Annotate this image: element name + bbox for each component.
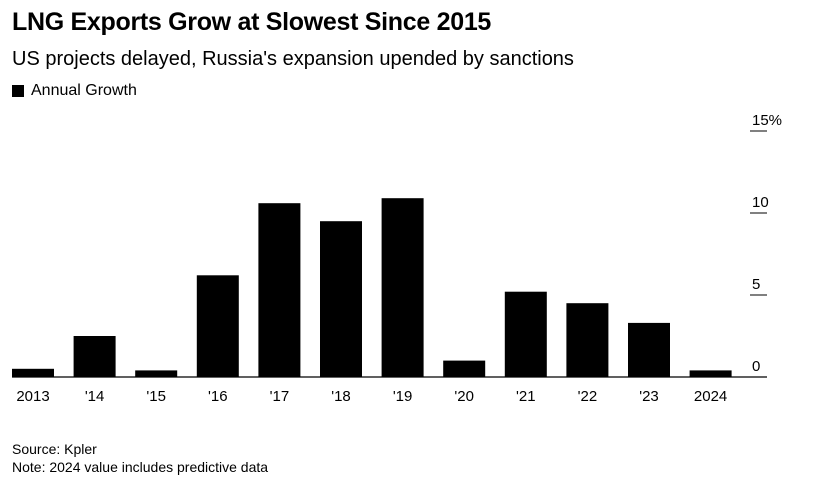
bar-22: [566, 303, 609, 377]
footnote: Note: 2024 value includes predictive dat…: [12, 459, 269, 475]
bar-2013: [12, 368, 54, 377]
x-tick-label: '22: [578, 388, 598, 405]
bar-14: [73, 336, 116, 377]
bar-19: [381, 198, 424, 377]
y-tick-label: 0: [752, 358, 760, 375]
source-note: Source: Kpler: [12, 441, 97, 457]
x-tick-label: '17: [270, 388, 290, 405]
bar-15: [135, 370, 178, 377]
legend-swatch: [12, 85, 24, 97]
legend: Annual Growth: [12, 82, 137, 100]
x-tick-label: 2024: [694, 388, 727, 405]
bar-21: [504, 291, 547, 377]
x-tick-label: '19: [393, 388, 413, 405]
x-tick-label: '15: [146, 388, 166, 405]
bar-chart: 0 5 10 15% 2013 '14 '15 '16 '17 '18 '19 '20 '21 '22 '…: [12, 112, 782, 405]
bar-2024: [689, 370, 732, 377]
bar-17: [258, 203, 301, 377]
chart-title: LNG Exports Grow at Slowest Since 2015: [12, 8, 492, 36]
bar-20: [443, 360, 486, 377]
y-tick-label: 5: [752, 276, 760, 293]
x-tick-label: '23: [639, 388, 659, 405]
x-tick-label: '18: [331, 388, 351, 405]
x-tick-label: '20: [454, 388, 474, 405]
x-tick-label: '16: [208, 388, 228, 405]
chart-subtitle: US projects delayed, Russia's expansion …: [12, 48, 574, 70]
y-tick-label: 10: [752, 194, 769, 211]
bars-group: [12, 198, 732, 377]
bar-18: [320, 221, 362, 377]
y-axis: 0 5 10 15%: [750, 112, 782, 378]
x-tick-label: 2013: [16, 388, 49, 405]
legend-label: Annual Growth: [31, 82, 137, 99]
y-tick-label: 15%: [752, 112, 782, 129]
x-axis: 2013 '14 '15 '16 '17 '18 '19 '20 '21 '22 '23 2024: [16, 388, 727, 405]
bar-16: [196, 275, 239, 377]
bar-23: [628, 322, 670, 377]
x-tick-label: '21: [516, 388, 536, 405]
x-tick-label: '14: [85, 388, 105, 405]
